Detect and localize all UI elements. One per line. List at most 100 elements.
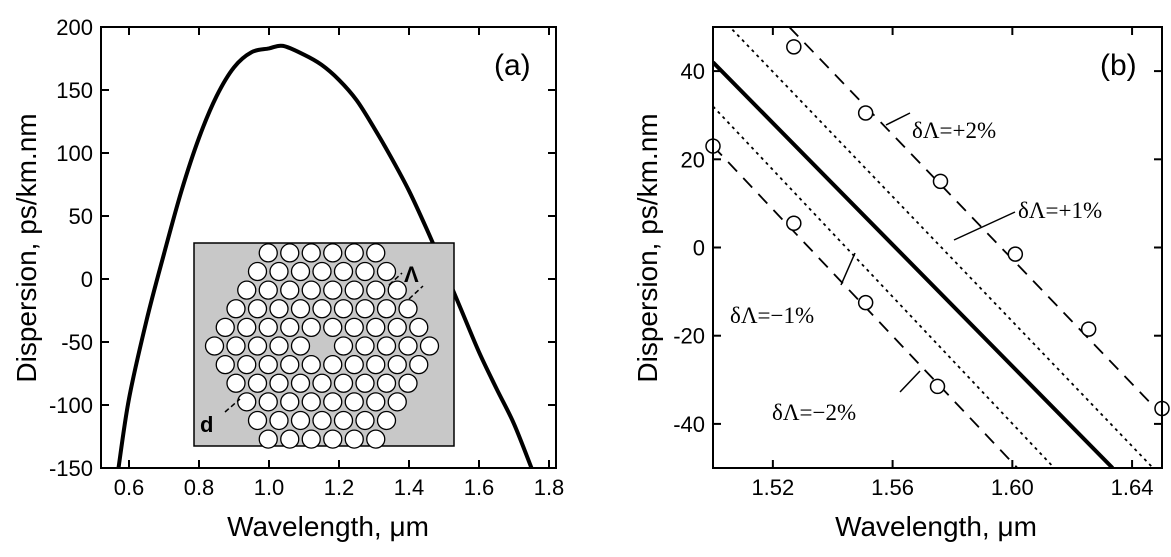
y-tick-label: 0 [81, 267, 93, 292]
series-marker [932, 173, 949, 190]
panel-b-ylabel: Dispersion, ps/km.nm [632, 113, 663, 382]
air-holes [204, 243, 440, 449]
air-hole [247, 299, 268, 319]
air-hole [258, 280, 278, 300]
air-hole [280, 243, 300, 263]
air-hole [258, 392, 278, 412]
air-hole [301, 317, 321, 338]
panel-a-ylabel: Dispersion, ps/km.nm [11, 113, 42, 382]
annotation-plus1: δΛ=+1% [1018, 198, 1102, 223]
annotation-plus2: δΛ=+2% [912, 118, 996, 143]
air-hole [398, 373, 418, 393]
air-hole [215, 354, 235, 375]
y-tick-label: -50 [61, 330, 93, 355]
air-hole [280, 317, 300, 338]
annotation-leader [840, 252, 856, 286]
air-hole [355, 299, 375, 319]
y-tick-label: -150 [49, 456, 93, 481]
air-hole [258, 354, 278, 375]
air-hole [323, 429, 343, 449]
air-hole [366, 392, 386, 412]
series-marker [857, 105, 874, 121]
y-tick-label: 100 [56, 141, 93, 166]
air-hole [226, 299, 246, 319]
y-tick-label: 200 [56, 15, 93, 40]
air-hole [237, 280, 257, 300]
pitch-leader-line [408, 285, 424, 300]
x-tick-label: 0.8 [184, 475, 215, 500]
annotation-leader [953, 211, 1016, 241]
air-hole [387, 280, 407, 300]
x-tick-label: 1.8 [534, 475, 565, 500]
air-hole [398, 336, 418, 356]
air-hole [376, 410, 397, 431]
air-hole [323, 243, 343, 263]
series-marker [786, 215, 802, 231]
air-hole [269, 299, 289, 319]
pitch-label: Λ [404, 262, 419, 287]
air-hole [333, 299, 354, 319]
air-hole [419, 336, 440, 356]
x-tick-label: 1.52 [751, 475, 794, 500]
air-hole [333, 336, 354, 356]
air-hole [312, 261, 332, 282]
x-tick-label: 1.56 [871, 475, 914, 500]
air-hole [258, 243, 278, 263]
air-hole [344, 243, 364, 263]
pitch-leader-line [388, 272, 403, 286]
air-hole [323, 280, 343, 300]
series-marker [786, 39, 802, 55]
air-hole [355, 261, 375, 282]
annotation-leader [885, 112, 911, 126]
y-tick-label: 50 [69, 204, 93, 229]
x-tick-label: 0.6 [114, 475, 145, 500]
air-hole [247, 336, 268, 356]
y-tick-label: -20 [673, 324, 705, 349]
series-marker [857, 294, 874, 311]
air-hole [344, 280, 364, 300]
air-hole [376, 261, 397, 282]
chart-panel-a: 0.6 0.8 1.0 1.2 1.4 1.6 1.8 -150 -100 -50 0 50 100 15… [11, 15, 564, 542]
diameter-leader-line [224, 398, 241, 413]
air-hole [398, 299, 418, 319]
annotation-leader [899, 370, 921, 393]
y-tick-label: -40 [673, 412, 705, 437]
y-tick-label: 20 [681, 147, 705, 172]
series-line-3 [713, 105, 1055, 468]
series-line-1 [116, 43, 534, 469]
panel-a-marks [116, 43, 534, 469]
series-marker [929, 378, 946, 395]
air-hole [355, 410, 375, 431]
panel-a-label: (a) [494, 49, 531, 82]
pcf-cross-section-inset: Λ d [193, 242, 455, 449]
panel-b-xlabel: Wavelength, μm [835, 511, 1037, 542]
air-hole [301, 429, 321, 449]
air-hole [237, 354, 257, 375]
air-hole [312, 299, 332, 319]
panel-b-ticks: 1.52 1.56 1.60 1.64 -40 -20 0 20 40 [673, 27, 1162, 500]
air-hole [226, 336, 246, 356]
air-hole [344, 317, 364, 338]
air-hole [237, 392, 257, 412]
air-hole [355, 336, 375, 356]
air-hole [247, 410, 268, 431]
y-tick-label: 150 [56, 78, 93, 103]
air-hole [269, 410, 289, 431]
x-tick-label: 1.0 [254, 475, 285, 500]
panel-a-xlabel: Wavelength, μm [227, 511, 429, 542]
panel-a-ticks: 0.6 0.8 1.0 1.2 1.4 1.6 1.8 -150 -100 -50 0 50 100 15… [49, 15, 564, 500]
diameter-label: d [200, 412, 213, 437]
air-hole [290, 336, 311, 356]
air-hole [269, 336, 289, 356]
air-hole [366, 317, 386, 338]
air-hole [247, 261, 268, 282]
air-hole [355, 373, 375, 393]
y-tick-label: 40 [681, 59, 705, 84]
air-hole [280, 354, 300, 375]
air-hole [387, 392, 407, 412]
air-hole [290, 373, 311, 393]
air-hole [366, 280, 386, 300]
x-tick-label: 1.2 [324, 475, 355, 500]
x-tick-label: 1.64 [1111, 475, 1154, 500]
